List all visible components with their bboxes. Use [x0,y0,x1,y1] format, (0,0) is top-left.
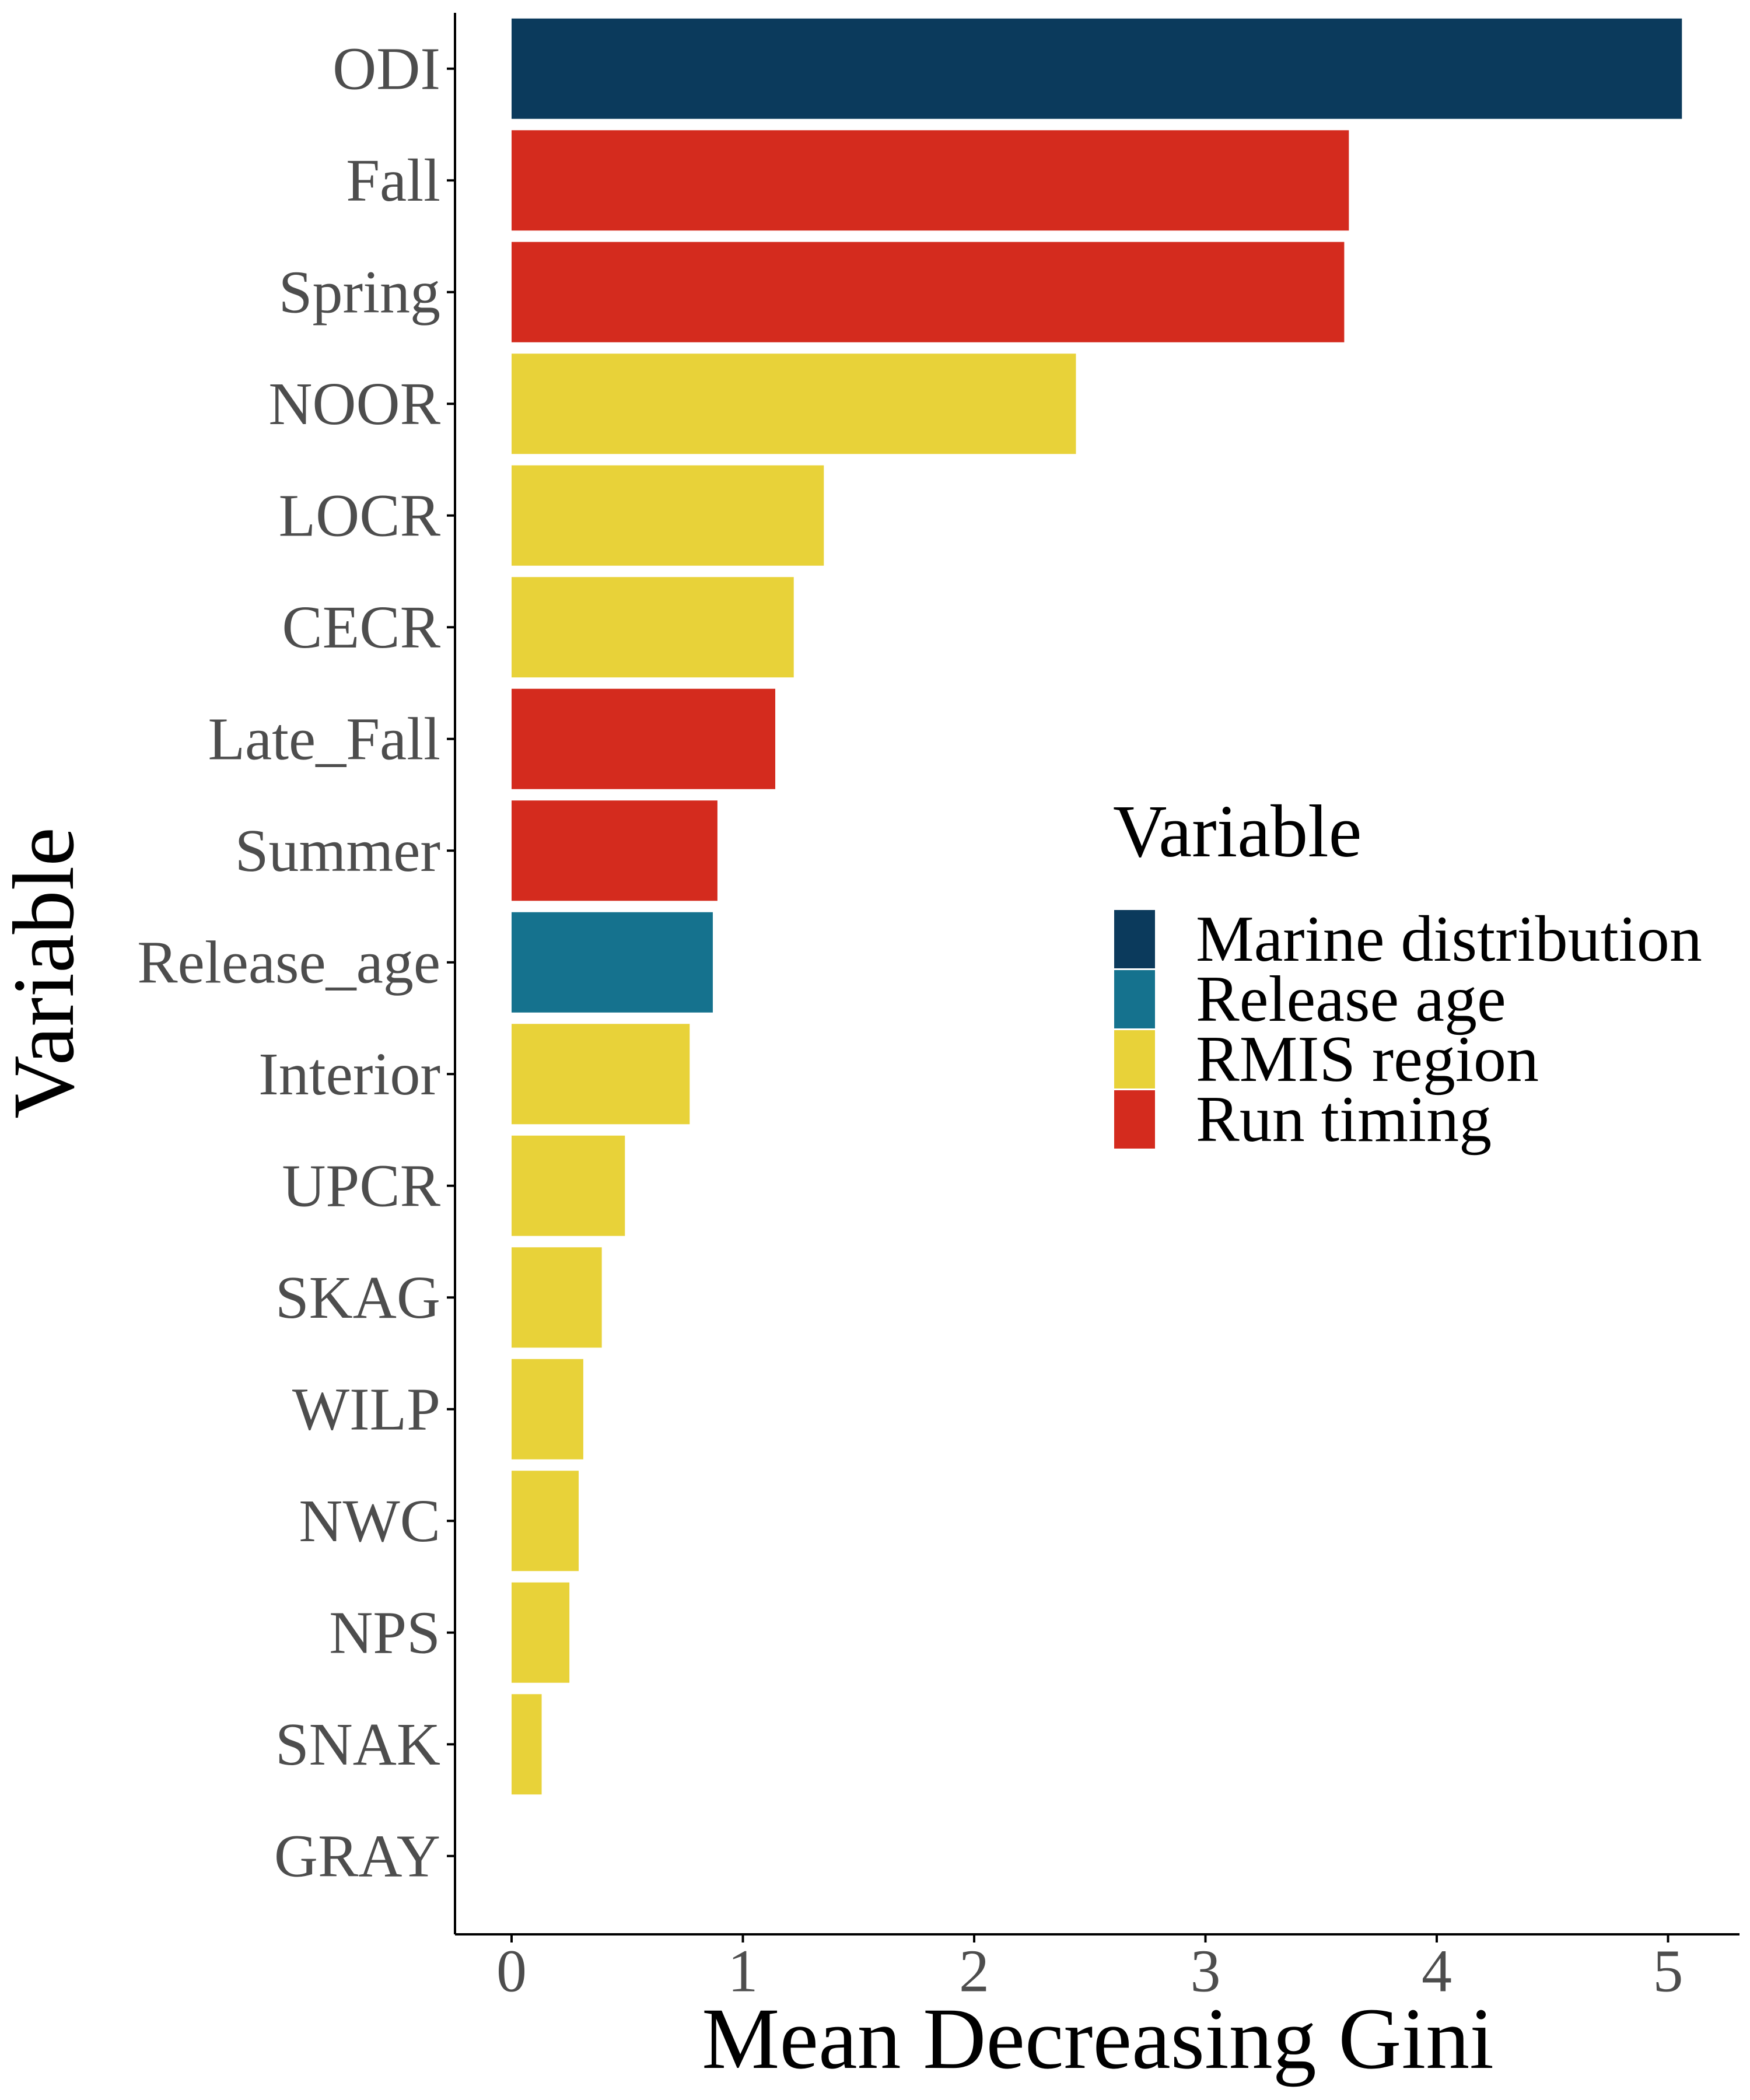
y-tick-label: NPS [329,1599,440,1666]
y-tick-label: UPCR [282,1152,440,1219]
y-tick-label: WILP [292,1376,440,1443]
x-tick-label: 2 [959,1938,989,2005]
y-tick-label: NOOR [268,370,440,438]
y-tick-label: NWC [299,1488,440,1555]
x-tick-label: 1 [728,1938,758,2005]
y-tick-label: Spring [279,258,440,326]
legend-swatch [1114,1090,1155,1149]
bar-nwc [512,1471,579,1572]
legend-swatch [1114,910,1155,968]
bar-summer [512,800,718,901]
bar-nps [512,1582,570,1683]
bar-skag [512,1247,602,1348]
y-tick-label: ODI [332,35,440,102]
x-axis-title: Mean Decreasing Gini [702,1990,1494,2087]
y-tick-label: Release_age [137,929,440,996]
legend-swatch [1114,970,1155,1028]
x-tick-label: 5 [1653,1938,1684,2005]
y-tick-label: Interior [258,1041,440,1108]
y-tick-label: Summer [235,817,440,884]
y-tick-label: Fall [346,147,440,214]
x-tick-label: 3 [1191,1938,1221,2005]
legend-title: Variable [1113,790,1362,873]
legend-swatch [1114,1030,1155,1088]
legend-label: RMIS region [1196,1023,1539,1096]
y-tick-label: LOCR [279,482,441,549]
bar-cecr [512,577,794,678]
legend-label: Run timing [1196,1083,1492,1156]
bar-release-age [512,912,713,1013]
bar-snak [512,1694,542,1795]
y-axis-title: Variable [0,827,92,1119]
bars [512,18,1682,1795]
y-tick-label: SNAK [275,1711,440,1778]
bar-wilp [512,1359,583,1460]
x-axis-ticks: 0 1 2 3 4 5 [496,1934,1684,2005]
x-tick-label: 0 [496,1938,527,2005]
legend-label: Release age [1196,963,1506,1035]
bar-spring [512,242,1345,342]
x-tick-label: 4 [1422,1938,1452,2005]
bar-interior [512,1024,690,1125]
bar-upcr [512,1135,625,1236]
y-tick-label: GRAY [274,1822,440,1889]
legend-label: Marine distribution [1196,903,1702,975]
bar-odi [512,18,1682,119]
y-tick-label: SKAG [275,1264,440,1331]
bar-locr [512,465,824,566]
bar-late-fall [512,688,776,789]
bar-fall [512,130,1349,231]
y-tick-label: CECR [282,594,440,661]
y-axis-ticks: ODI Fall Spring NOOR LOCR CECR Late_Fall Summer… [137,35,455,1889]
bar-noor [512,354,1076,454]
y-tick-label: Late_Fall [208,705,440,772]
